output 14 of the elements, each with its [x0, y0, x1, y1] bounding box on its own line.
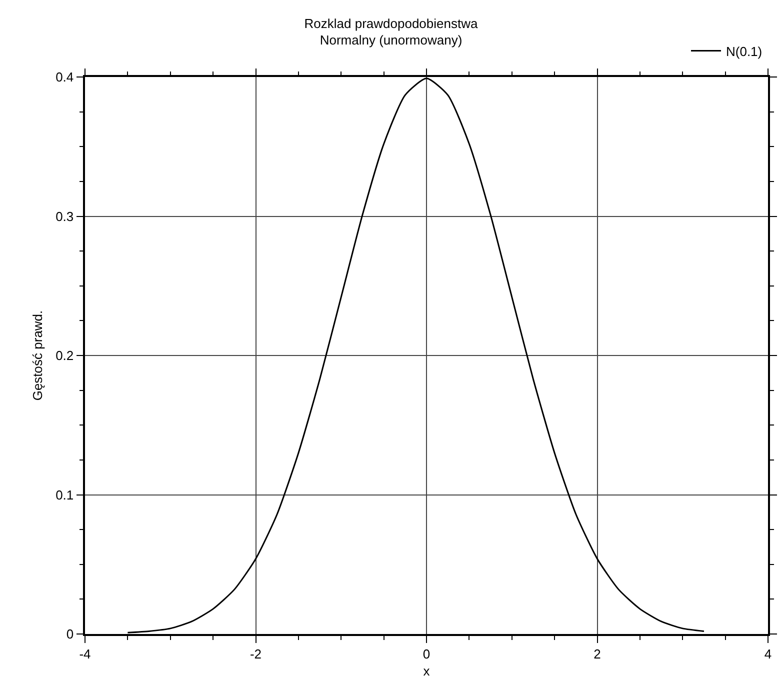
y-tick-label: 0 — [66, 626, 74, 642]
chart-title: Rozklad prawdopodobienstwa Normalny (unormowany) — [304, 16, 478, 48]
x-tick-label: 0 — [422, 646, 430, 662]
y-tick-label: 0.2 — [56, 348, 74, 364]
x-tick-label: -2 — [250, 646, 262, 662]
y-tick-label: 0.3 — [56, 208, 74, 224]
legend-label: N(0.1) — [726, 44, 762, 59]
x-tick-label: -4 — [79, 646, 91, 662]
x-axis-title: x — [423, 663, 430, 678]
x-tick-label: 4 — [764, 646, 772, 662]
x-tick-label: 2 — [594, 646, 601, 662]
y-tick-label: 0.4 — [56, 70, 74, 85]
y-tick-label: 0.1 — [56, 487, 74, 502]
y-axis-title: Gęstość prawd. — [30, 310, 46, 401]
